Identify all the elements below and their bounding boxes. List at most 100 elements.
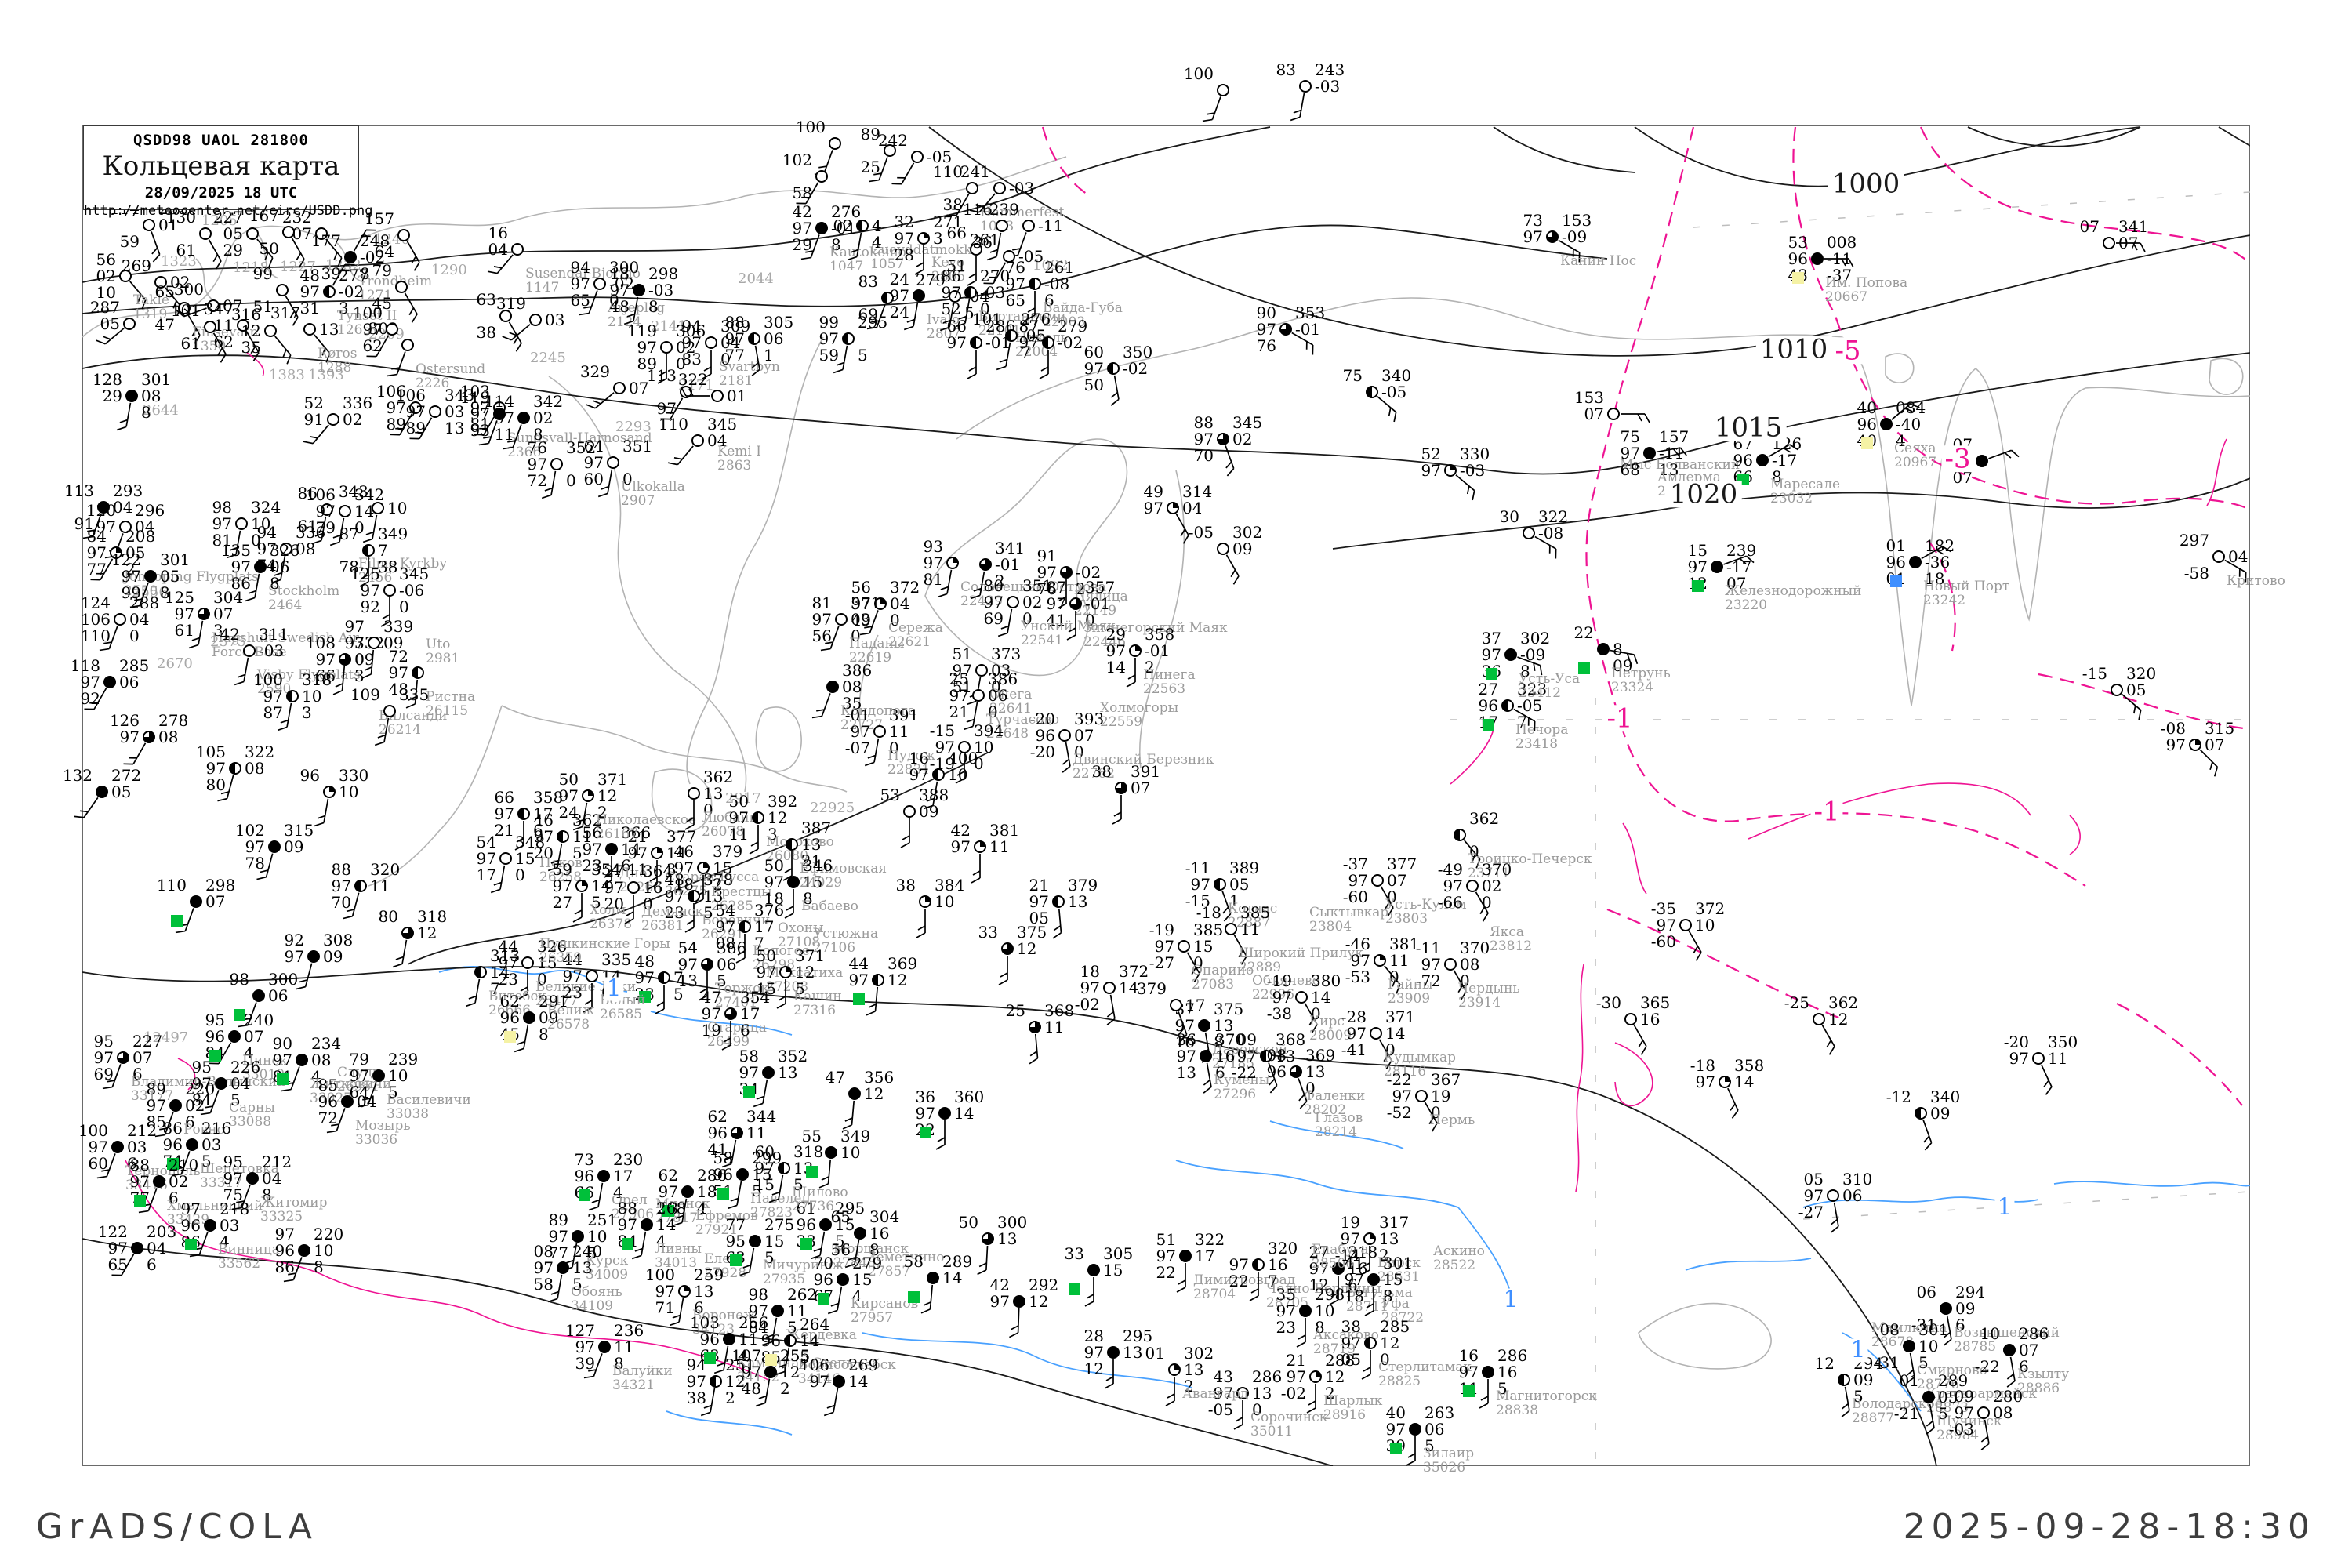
station-temperature: 119 bbox=[459, 388, 490, 407]
station-circle bbox=[199, 227, 212, 240]
area-id-label: 2670 bbox=[157, 655, 193, 672]
title-box: QSDD98 UAOL 281800 Кольцевая карта 28/09… bbox=[83, 125, 372, 219]
station-pressure: 391 bbox=[1131, 762, 1161, 781]
station-circle bbox=[705, 336, 717, 349]
station-pressure-tendency: -03 bbox=[648, 281, 674, 299]
station-extra-value: 35 bbox=[842, 694, 862, 713]
station-dewpoint: 11 bbox=[494, 425, 514, 444]
station-dewpoint: 47 bbox=[154, 315, 175, 334]
station-circle bbox=[881, 292, 894, 304]
station-extra-value: 1 bbox=[764, 346, 774, 365]
station-name: Вайда-Губа 22003 bbox=[1043, 300, 1123, 330]
station-temperature: 242 bbox=[877, 131, 908, 150]
station-temperature: 66 bbox=[946, 223, 967, 242]
wind-barb bbox=[303, 424, 329, 445]
station-temperature: 100 bbox=[795, 118, 826, 136]
station-pressure-tendency: 07 bbox=[1131, 779, 1151, 797]
station-dewpoint: 28 bbox=[894, 245, 914, 264]
station-name: Kautokeino 1047 bbox=[829, 245, 906, 274]
station-temperature: 63 bbox=[476, 290, 496, 309]
station-temperature: 64 bbox=[583, 437, 604, 456]
station-extra-value: 0 bbox=[676, 354, 686, 373]
area-id-label: 2575 bbox=[210, 633, 246, 650]
station-weather-code: 97 bbox=[299, 282, 320, 301]
wind-barb bbox=[623, 296, 639, 325]
station-circle bbox=[1060, 566, 1073, 579]
station-pressure-tendency: -08 bbox=[1044, 274, 1070, 293]
station-pressure-tendency: 03 bbox=[991, 661, 1011, 680]
station-dewpoint: 24 bbox=[889, 303, 909, 321]
area-id-label: 2917 bbox=[725, 790, 761, 807]
station-pressure-tendency: -09 bbox=[1562, 227, 1588, 246]
station-pressure-tendency: -02 bbox=[360, 248, 386, 267]
station-dewpoint: 83 bbox=[681, 350, 702, 368]
station-circle bbox=[323, 285, 336, 298]
station-name: Двинский Березник 22762 bbox=[1073, 752, 1214, 782]
station-pressure-tendency: 02 bbox=[1022, 593, 1043, 612]
station-weather-code: 97 bbox=[935, 738, 955, 757]
station-circle bbox=[917, 232, 930, 245]
station-pressure: 309 bbox=[720, 317, 751, 336]
wind-barb bbox=[681, 387, 710, 397]
station-weather-code: 97 bbox=[386, 398, 406, 417]
station-weather-code: 97 bbox=[1046, 594, 1066, 613]
station-dewpoint: 65 bbox=[1005, 291, 1025, 310]
station-pressure: 279 bbox=[1058, 317, 1088, 336]
wind-barb bbox=[1656, 447, 1687, 456]
station-dewpoint: 50 bbox=[259, 239, 279, 258]
area-id-label: 1092 bbox=[1033, 257, 1069, 274]
station-extra-value: 18 bbox=[1925, 569, 1945, 588]
station-temperature: 86 bbox=[941, 267, 961, 285]
station-temperature: 232 bbox=[281, 208, 312, 227]
station-circle bbox=[429, 405, 441, 418]
station-circle bbox=[344, 251, 357, 263]
station-name: Trondheim 1271 bbox=[358, 274, 433, 303]
wind-barb bbox=[811, 693, 831, 719]
station-pressure-tendency: -17 bbox=[1726, 557, 1752, 576]
station-circle bbox=[856, 220, 869, 232]
station-pressure: 371 bbox=[851, 593, 881, 612]
precip-marker bbox=[1692, 580, 1704, 592]
station-temperature: 65 bbox=[154, 282, 175, 301]
station-pressure-tendency: 08 bbox=[842, 677, 862, 696]
wind-barb bbox=[986, 232, 1002, 261]
station-pressure: 300 bbox=[609, 258, 640, 277]
wind-barb bbox=[866, 304, 886, 330]
station-circle bbox=[1042, 336, 1054, 349]
station-circle bbox=[401, 339, 414, 351]
station-pressure-tendency: 04 bbox=[890, 594, 910, 613]
wind-barb bbox=[1039, 350, 1049, 379]
station-name: Железнодорожный 23220 bbox=[1725, 583, 1862, 613]
wind-barb bbox=[946, 194, 970, 216]
station-pressure-tendency: 01 bbox=[727, 387, 747, 405]
station-weather-code: 97 bbox=[850, 722, 870, 741]
wind-barb bbox=[508, 321, 522, 352]
station-weather-code: 97 bbox=[570, 274, 590, 293]
station-temperature: 167 bbox=[249, 206, 279, 225]
wind-barb bbox=[967, 350, 977, 379]
station-dewpoint: -07 bbox=[844, 739, 870, 757]
station-weather-code: 97 bbox=[527, 455, 547, 474]
station-circle bbox=[143, 219, 155, 231]
station-circle bbox=[1005, 329, 1018, 342]
station-circle bbox=[826, 681, 839, 693]
station-extra-value: 0 bbox=[720, 350, 731, 368]
station-pressure-tendency: -05 bbox=[927, 147, 953, 166]
station-extra-value: 3 bbox=[339, 299, 349, 318]
station-temperature: 18 bbox=[609, 264, 630, 283]
wind-barb bbox=[478, 420, 498, 446]
station-circle bbox=[409, 401, 422, 414]
station-pressure: 182 bbox=[1925, 536, 1955, 555]
station-circle bbox=[1976, 455, 1988, 467]
station-extra-value: 13 bbox=[445, 419, 465, 437]
station-pressure: 295 bbox=[858, 313, 888, 332]
station-name: Пялица 22149 bbox=[1074, 589, 1128, 619]
station-circle bbox=[1909, 556, 1922, 568]
station-pressure: 157 bbox=[1659, 427, 1690, 446]
station-temperature: 79 bbox=[372, 261, 392, 280]
station-temperature: 32 bbox=[894, 212, 914, 231]
station-temperature: 130 bbox=[165, 208, 196, 227]
station-name: Унский Маяк 22541 bbox=[1021, 619, 1116, 648]
station-circle bbox=[835, 613, 848, 626]
